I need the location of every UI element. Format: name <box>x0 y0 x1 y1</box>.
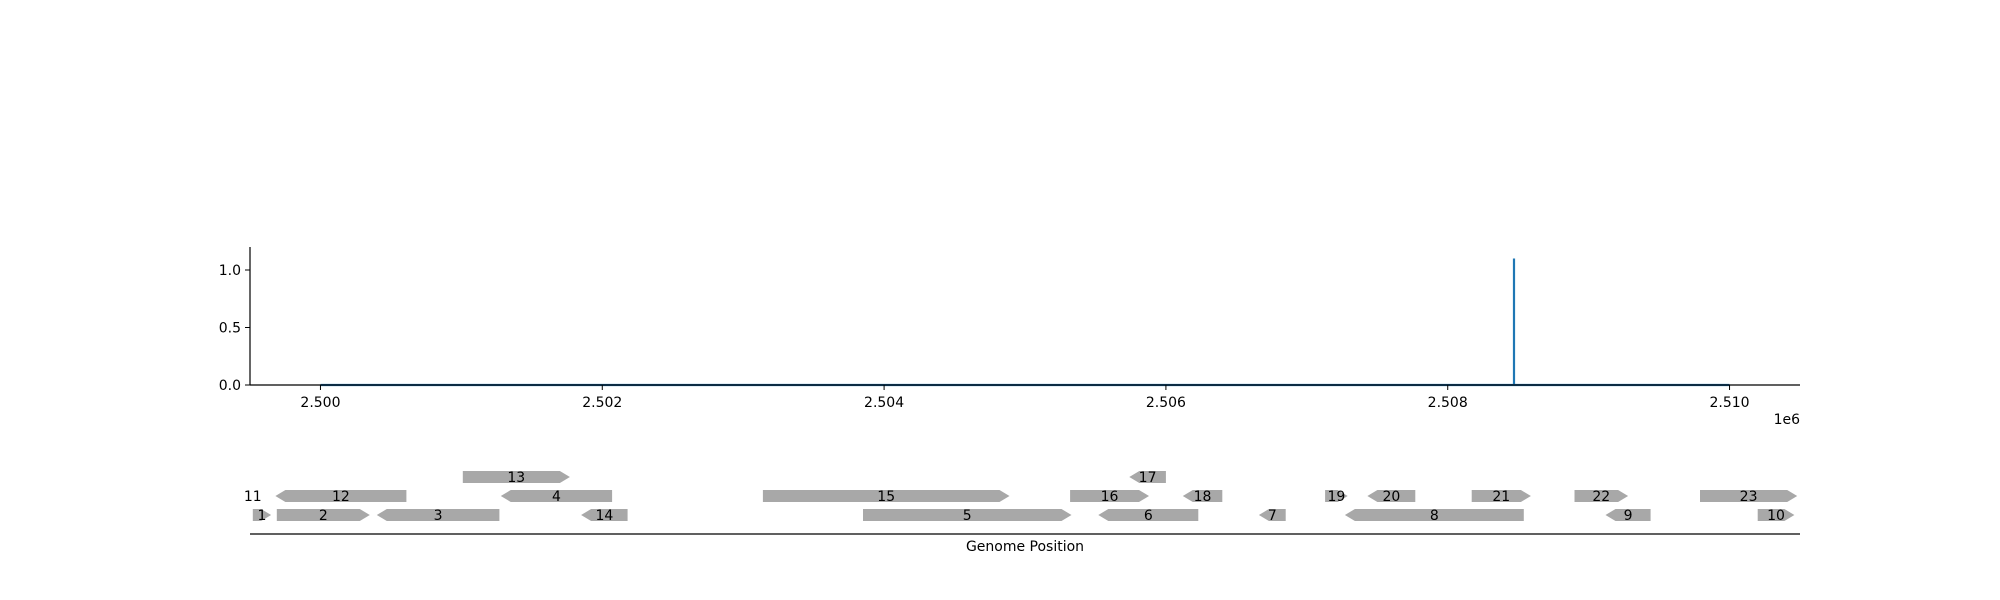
gene-arrow <box>275 490 407 502</box>
gene-label: 15 <box>877 489 895 505</box>
gene-arrow <box>1344 509 1524 521</box>
y-tick-label: 1.0 <box>219 263 241 279</box>
gene-label: 17 <box>1139 470 1157 486</box>
gene-label: 20 <box>1382 489 1400 505</box>
y-ticks: 0.0 0.5 1.0 <box>219 263 250 394</box>
series-layer <box>320 258 1730 387</box>
gene-arrow <box>863 509 1072 521</box>
x-tick-label: 2.510 <box>1709 395 1749 411</box>
gene-arrow <box>1700 490 1798 502</box>
gene-label: 6 <box>1144 508 1153 524</box>
gene-arrow <box>500 490 613 502</box>
gene-arrow <box>462 471 570 483</box>
gene-arrow <box>1471 490 1531 502</box>
gene-arrow <box>1070 490 1149 502</box>
gene-label: 22 <box>1592 489 1610 505</box>
gene-label: 12 <box>332 489 350 505</box>
gene-arrow <box>252 509 272 521</box>
gene-arrow <box>376 509 500 521</box>
gene-label: 3 <box>434 508 443 524</box>
gene-label: 13 <box>507 470 525 486</box>
x-tick-label: 2.508 <box>1428 395 1468 411</box>
gene-label: 10 <box>1767 508 1785 524</box>
x-ticks: 2.500 2.502 2.504 2.506 2.508 2.510 <box>300 385 1750 411</box>
gene-label: 9 <box>1624 508 1633 524</box>
gene-label: 4 <box>552 489 561 505</box>
x-tick-label: 2.500 <box>300 395 340 411</box>
gene-label: 16 <box>1101 489 1119 505</box>
gene-label: 21 <box>1492 489 1510 505</box>
gene-label: 18 <box>1194 489 1212 505</box>
gene-arrow <box>1325 490 1348 502</box>
gene-label: 1 <box>258 508 267 524</box>
line-chart: 2.500 2.502 2.504 2.506 2.508 2.510 0.0 0.5 1.0… <box>219 247 1800 428</box>
gene-arrow <box>1367 490 1416 502</box>
x-tick-label: 2.506 <box>1146 395 1186 411</box>
y-tick-label: 0.0 <box>219 378 241 394</box>
gene-label: 19 <box>1327 489 1345 505</box>
gene-arrow <box>1258 509 1286 521</box>
gene-label: 14 <box>595 508 613 524</box>
y-tick-label: 0.5 <box>219 321 241 337</box>
gene-arrow <box>1574 490 1629 502</box>
gene-label: 5 <box>963 508 972 524</box>
gene-label: 7 <box>1268 508 1277 524</box>
gene-arrow <box>276 509 370 521</box>
gene-label: 11 <box>244 489 262 505</box>
track-x-axis-label: Genome Position <box>966 539 1084 555</box>
gene-arrow <box>1182 490 1223 502</box>
gene-arrow <box>1757 509 1795 521</box>
gene-label: 2 <box>319 508 328 524</box>
gene-arrow <box>1129 471 1166 483</box>
series-line <box>320 258 1730 387</box>
gene-arrow <box>762 490 1010 502</box>
gene-arrow <box>1098 509 1199 521</box>
x-tick-label: 2.504 <box>864 395 904 411</box>
gene-arrow <box>1605 509 1651 521</box>
gene-label: 8 <box>1430 508 1439 524</box>
x-offset-label: 1e6 <box>1774 412 1801 428</box>
x-tick-label: 2.502 <box>582 395 622 411</box>
gene-label: 23 <box>1740 489 1758 505</box>
gene-arrow <box>581 509 628 521</box>
